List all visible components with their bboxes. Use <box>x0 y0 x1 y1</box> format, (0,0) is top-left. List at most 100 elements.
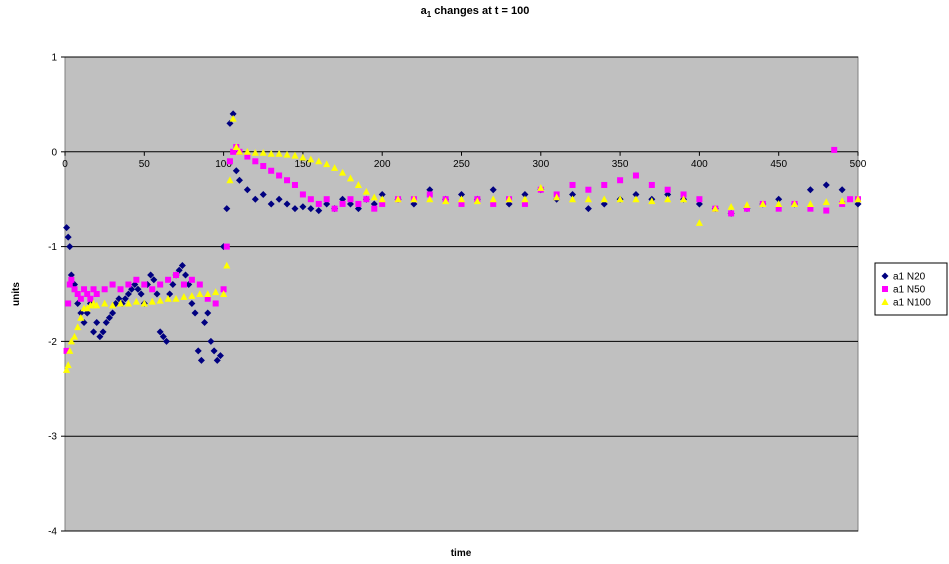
y-tick-label: -3 <box>48 432 57 443</box>
legend-marker <box>882 286 888 292</box>
legend-marker <box>881 272 889 280</box>
data-point <box>149 286 156 293</box>
data-point <box>521 200 528 207</box>
data-point <box>775 200 783 207</box>
data-point <box>223 243 230 250</box>
data-point <box>339 200 346 207</box>
data-point <box>267 200 275 208</box>
chart-title: a1 changes at t = 100 <box>421 5 530 19</box>
data-point <box>331 205 338 212</box>
data-point <box>354 181 363 188</box>
data-point <box>121 295 129 303</box>
chart-title-rest: changes at t = 100 <box>431 5 529 17</box>
data-point <box>109 309 117 317</box>
data-point <box>108 301 117 309</box>
data-point <box>315 200 322 207</box>
data-point <box>584 205 592 213</box>
data-point <box>86 301 94 309</box>
data-point <box>172 294 180 302</box>
data-point <box>521 190 529 198</box>
data-point <box>632 172 639 179</box>
data-point <box>229 110 237 118</box>
data-point <box>182 271 190 279</box>
data-point <box>728 210 735 217</box>
data-point <box>458 190 465 198</box>
data-point <box>134 285 142 293</box>
data-point <box>473 197 481 205</box>
data-point <box>66 281 73 288</box>
data-point <box>251 195 259 203</box>
data-point <box>363 196 370 203</box>
x-tick-label: 450 <box>770 159 787 170</box>
data-point <box>188 276 195 283</box>
data-point <box>291 151 299 159</box>
data-point <box>63 224 71 232</box>
data-point <box>727 202 735 210</box>
data-point <box>194 347 202 355</box>
data-point <box>93 291 100 297</box>
data-point <box>204 295 211 302</box>
data-point <box>210 347 218 355</box>
data-point <box>90 328 98 336</box>
data-point <box>173 272 180 279</box>
data-point <box>204 309 212 317</box>
data-point <box>223 261 231 269</box>
data-point <box>426 191 433 198</box>
data-point <box>87 295 94 302</box>
data-point <box>230 148 237 155</box>
data-point <box>831 146 838 153</box>
x-tick-label: 100 <box>215 159 232 170</box>
data-point <box>806 200 815 207</box>
data-point <box>442 197 450 205</box>
data-point <box>371 205 378 212</box>
data-point <box>679 195 688 203</box>
data-point <box>307 196 314 203</box>
data-point <box>229 114 237 122</box>
data-point <box>64 361 72 369</box>
data-point <box>648 197 656 205</box>
data-point <box>148 297 156 305</box>
chart-title-subscript: 1 <box>427 10 432 19</box>
data-point <box>617 177 624 184</box>
data-point <box>235 176 243 184</box>
data-point <box>125 281 132 288</box>
data-point <box>220 290 228 297</box>
data-point <box>169 281 177 289</box>
data-point <box>116 299 125 307</box>
data-point <box>207 337 215 345</box>
data-point <box>307 155 315 163</box>
data-point <box>600 195 608 203</box>
data-point <box>379 200 386 207</box>
data-point <box>276 172 283 179</box>
data-point <box>838 197 846 205</box>
data-point <box>84 291 91 297</box>
data-point <box>362 187 370 195</box>
data-point <box>140 299 148 307</box>
data-point <box>90 286 97 293</box>
data-point <box>664 186 671 193</box>
data-point <box>65 300 72 307</box>
data-point <box>394 195 402 203</box>
data-point <box>150 276 158 284</box>
series-layer <box>62 110 862 373</box>
data-point <box>378 195 386 203</box>
data-point <box>165 276 172 283</box>
data-point <box>243 186 251 194</box>
data-point <box>648 181 655 188</box>
y-tick-label: 1 <box>51 53 57 64</box>
data-point <box>378 190 386 198</box>
y-tick-label: -1 <box>48 242 57 253</box>
data-point <box>68 276 75 283</box>
data-point <box>299 153 307 161</box>
data-point <box>235 148 244 155</box>
data-point <box>77 295 84 302</box>
data-point <box>212 300 219 307</box>
data-point <box>132 297 140 305</box>
data-point <box>457 195 466 203</box>
x-tick-label: 300 <box>532 159 549 170</box>
data-point <box>743 205 750 212</box>
data-point <box>521 195 529 203</box>
data-point <box>410 195 418 203</box>
data-point <box>124 299 133 307</box>
data-point <box>370 193 378 201</box>
